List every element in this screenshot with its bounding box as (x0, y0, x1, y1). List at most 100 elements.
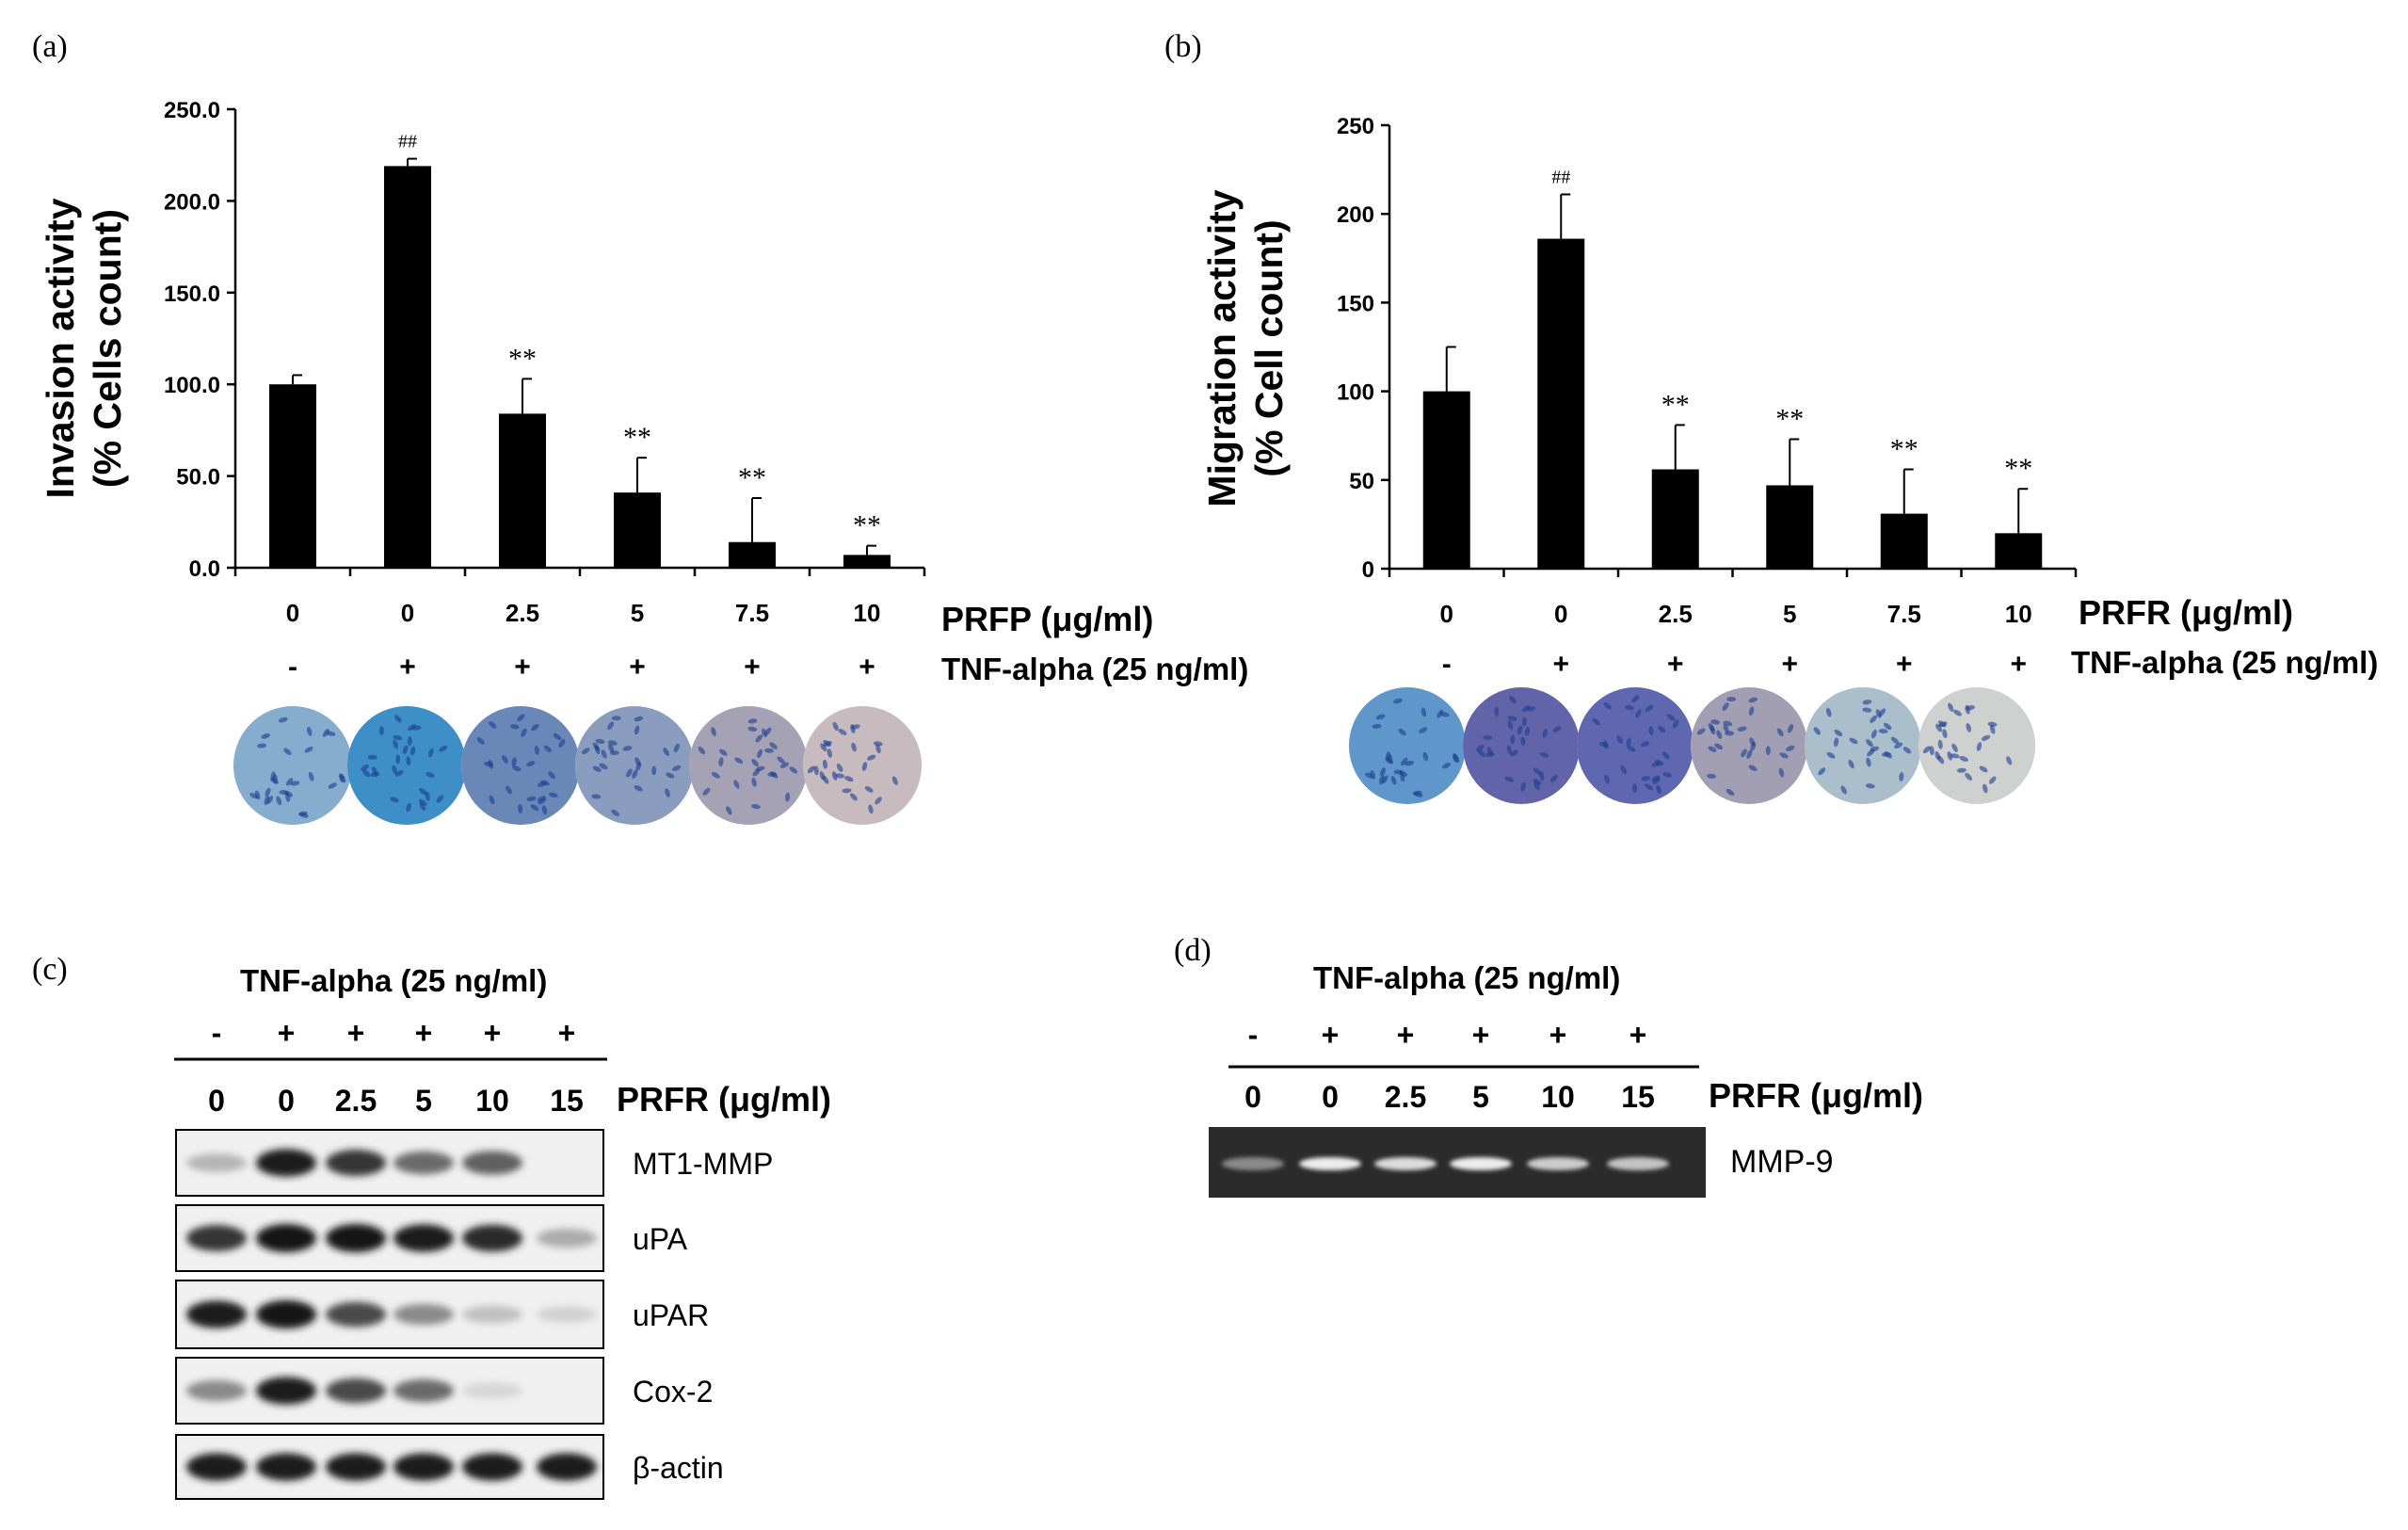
cell-speck (1656, 784, 1662, 795)
cell-speck (290, 781, 300, 786)
blot-band (393, 1224, 454, 1252)
cell-speck (823, 739, 831, 747)
blot-row: β-actin (175, 1434, 724, 1500)
cell-speck (1934, 750, 1941, 761)
cell-speck (517, 714, 525, 722)
cell-speck (752, 768, 761, 777)
cell-speck (719, 749, 728, 756)
western-blot: TNF-alpha (25 ng/ml) PRFR (μg/ml) - + + + + +… (174, 963, 831, 1500)
cell-speck (1507, 720, 1514, 730)
cell-speck (1380, 767, 1386, 777)
dose-value: 15 (1621, 1080, 1655, 1114)
cell-speck (1398, 728, 1406, 736)
cell-speck (1922, 746, 1931, 754)
gel-band (1527, 1157, 1589, 1170)
cell-speck (1645, 783, 1654, 791)
cell-speck (1552, 726, 1562, 733)
cell-speck (1400, 757, 1408, 766)
cell-speck (789, 766, 798, 774)
blot-strip (175, 1357, 604, 1425)
cell-speck (831, 771, 838, 781)
dose-label: 5 (1783, 600, 1796, 628)
cell-speck (842, 788, 852, 794)
cell-speck (306, 726, 313, 736)
cell-speck (665, 788, 670, 797)
panel-label-d: (d) (1174, 933, 1212, 968)
cell-speck (1632, 783, 1638, 794)
well-stain (1918, 687, 2035, 804)
cell-speck (770, 771, 779, 779)
cell-speck (1741, 749, 1747, 758)
cell-speck (1405, 760, 1415, 766)
cell-speck (322, 729, 329, 737)
dose-label: PRFR (μg/ml) (1709, 1076, 1923, 1115)
significance-mark: ** (1662, 389, 1690, 420)
cell-speck (1641, 776, 1651, 781)
cell-speck (769, 742, 778, 749)
cell-speck (1894, 742, 1903, 749)
tnf-sign: + (629, 652, 646, 683)
well-stain (1691, 687, 1807, 804)
cell-speck (530, 804, 539, 812)
x-rows: 0 - 0 +2.5 +5 +7.5 +10 + (286, 599, 881, 683)
ylabel-line1: Migration activity (1200, 189, 1244, 507)
dose-label: 7.5 (735, 599, 769, 627)
cell-speck (558, 738, 566, 748)
tnf-sign: + (1896, 649, 1913, 680)
blot-band (393, 1151, 454, 1175)
cell-speck (1976, 742, 1983, 751)
cell-speck (1507, 716, 1517, 721)
tnf-sign: + (558, 1016, 576, 1050)
tnf-sign: - (1248, 1018, 1259, 1052)
dose-label: 0 (286, 599, 299, 627)
cell-speck (750, 803, 761, 810)
bar (1880, 513, 1928, 569)
cell-speck (1524, 726, 1531, 736)
y-tick-label: 200.0 (164, 189, 220, 215)
cell-speck (807, 765, 815, 774)
cell-speck (261, 733, 270, 739)
cell-speck (1723, 720, 1733, 727)
cell-speck (1385, 757, 1394, 765)
blot-band (537, 1453, 597, 1481)
cell-speck (543, 745, 552, 753)
gel-band (1374, 1157, 1437, 1170)
blot-row: MT1-MMP (175, 1129, 773, 1197)
cell-speck (1710, 725, 1716, 735)
cell-speck (827, 748, 832, 758)
cell-speck (1983, 783, 1988, 794)
panel-label-b: (b) (1164, 29, 1202, 64)
cell-speck (408, 724, 416, 732)
cell-speck (611, 716, 621, 721)
cell-speck (1476, 744, 1485, 751)
cell-speck (1592, 717, 1600, 726)
gel-band (1450, 1157, 1512, 1170)
cell-speck (1504, 776, 1515, 782)
dose-label: 0 (401, 599, 414, 627)
cell-speck (394, 769, 404, 777)
well-stain (1349, 687, 1466, 804)
cell-speck (1870, 729, 1877, 739)
panel-label-a: (a) (32, 29, 68, 64)
cell-speck (594, 745, 601, 754)
cell-speck (1875, 709, 1882, 718)
tnf-sign: - (212, 1016, 222, 1050)
cell-speck (1390, 775, 1397, 785)
gel-header: TNF-alpha (25 ng/ml) (1313, 960, 1620, 995)
cell-speck (1833, 737, 1839, 748)
row2-label: TNF-alpha (25 ng/ml) (2071, 645, 2378, 680)
blot-row: uPAR (175, 1280, 709, 1349)
cell-speck (1965, 704, 1970, 715)
cell-speck (1966, 722, 1971, 733)
cell-speck (611, 809, 619, 816)
significance-mark: ## (1551, 167, 1570, 187)
cell-speck (1902, 747, 1912, 754)
cell-speck (747, 726, 758, 732)
gel-band (1607, 1157, 1669, 1170)
cell-speck (1956, 767, 1967, 773)
cell-speck (1624, 704, 1634, 711)
bar (1651, 469, 1699, 569)
cell-speck (844, 776, 854, 782)
blot-band (256, 1300, 316, 1329)
cell-speck (1662, 772, 1672, 778)
